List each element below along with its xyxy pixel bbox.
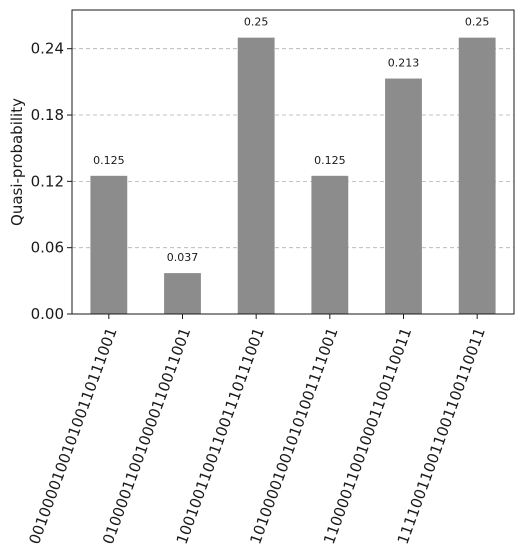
bar-value-label: 0.25 xyxy=(244,16,269,29)
y-axis-ticks: 0.00 0.06 0.12 0.18 0.24 xyxy=(31,40,72,323)
bar-value-label: 0.25 xyxy=(465,16,490,29)
y-tick-label: 0.06 xyxy=(31,239,64,257)
bar-value-label: 0.125 xyxy=(93,154,125,167)
y-tick-label: 0.18 xyxy=(31,106,64,124)
y-tick-label: 0.00 xyxy=(31,305,64,323)
bar xyxy=(164,273,201,314)
plot-frame xyxy=(71,9,515,315)
bar xyxy=(458,37,496,315)
x-tick-label: 001000010010100110111001 xyxy=(25,325,120,546)
x-tick-label: 101000010010101001111001 xyxy=(246,325,341,546)
data-labels: 0.125 0.037 0.25 0.125 0.213 0.25 xyxy=(93,16,489,264)
x-tick-label: 100100110011001110111001 xyxy=(173,325,268,546)
bar xyxy=(385,78,422,315)
x-axis-ticks: 0010000100101001101110010100001100100001… xyxy=(25,314,489,547)
grid-lines xyxy=(72,48,514,249)
bar xyxy=(237,37,275,315)
bar xyxy=(311,175,349,314)
x-tick-label: 010000110010000110011001 xyxy=(99,325,194,546)
x-tick-label: 110000110010001100110011 xyxy=(320,325,415,546)
x-tick-label: 111100110011001100110011 xyxy=(394,325,489,546)
y-axis-title: Quasi-probability xyxy=(8,98,26,226)
y-tick-label: 0.24 xyxy=(31,40,64,58)
bar-value-label: 0.037 xyxy=(167,251,199,264)
bar-value-label: 0.213 xyxy=(388,57,420,70)
y-tick-label: 0.12 xyxy=(31,172,64,190)
bars xyxy=(90,37,496,315)
bar xyxy=(90,175,128,314)
bar-value-label: 0.125 xyxy=(314,154,346,167)
